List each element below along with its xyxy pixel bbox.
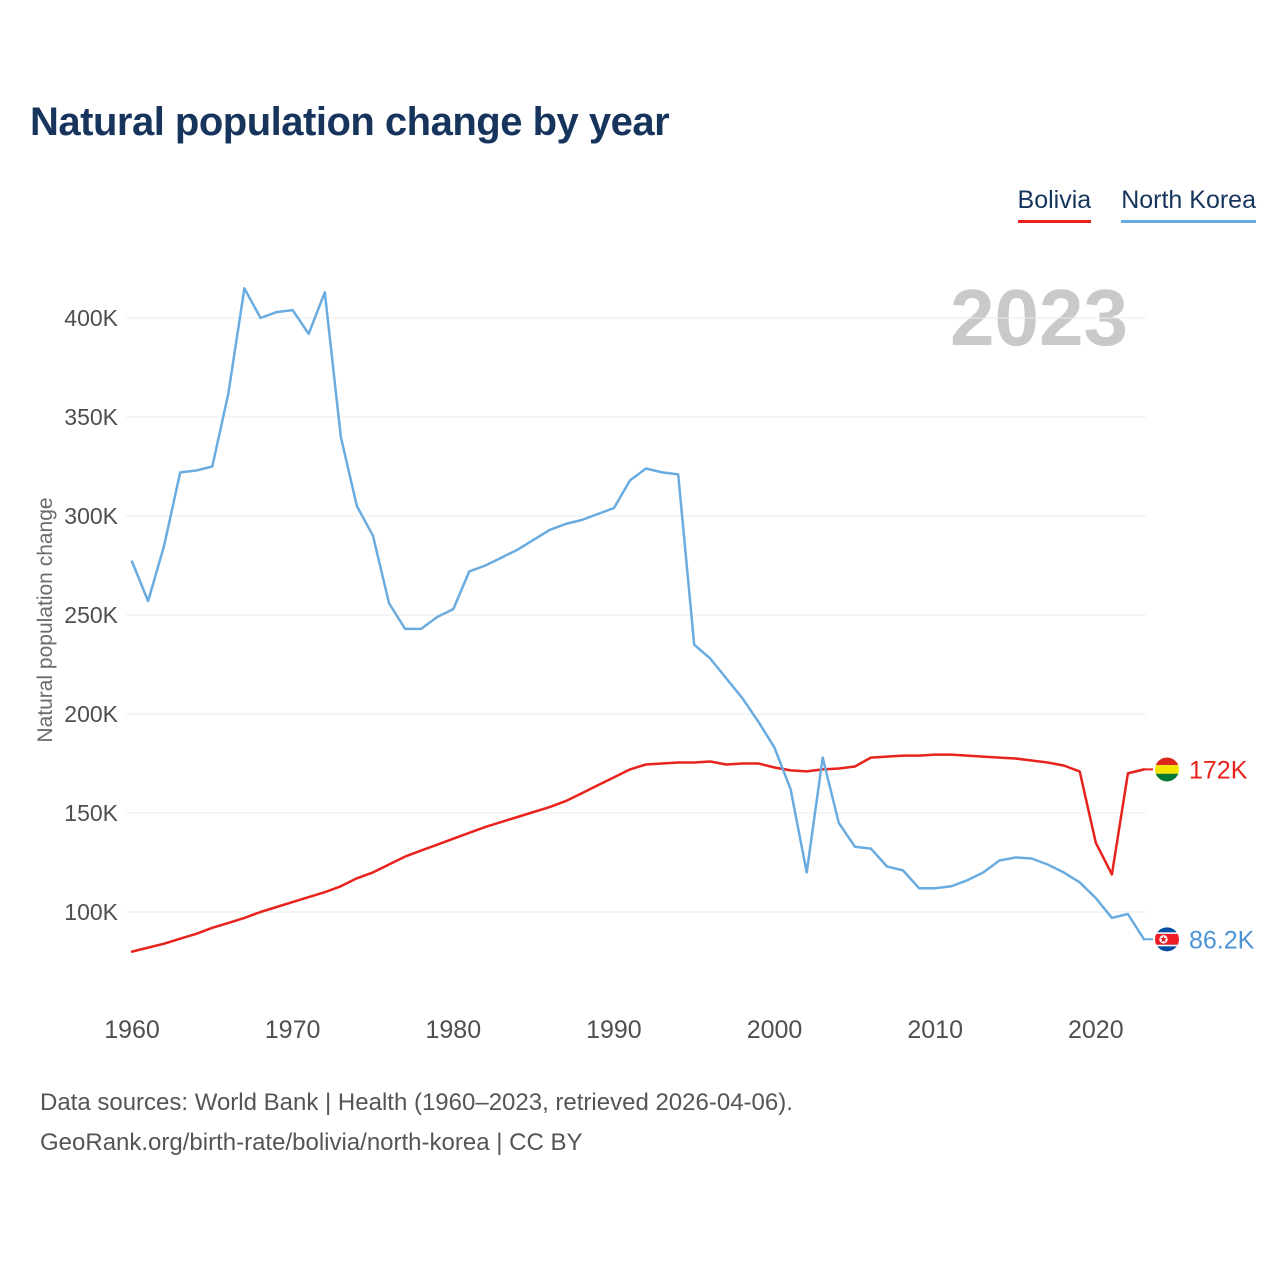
legend: Bolivia North Korea <box>1017 186 1256 223</box>
y-tick-label: 100K <box>64 899 118 925</box>
y-tick-label: 200K <box>64 701 118 727</box>
x-tick-label: 1980 <box>425 1016 481 1044</box>
x-tick-label: 2010 <box>907 1016 963 1044</box>
y-tick-label: 300K <box>64 503 118 529</box>
bolivia-line <box>130 753 1146 953</box>
x-tick-label: 2000 <box>747 1016 803 1044</box>
north-korea-line <box>130 287 1146 941</box>
legend-item-bolivia[interactable]: Bolivia <box>1017 186 1092 223</box>
x-tick-label: 1970 <box>265 1016 321 1044</box>
legend-item-north-korea[interactable]: North Korea <box>1121 186 1256 223</box>
x-tick-label: 1960 <box>104 1016 160 1044</box>
y-tick-label: 400K <box>64 305 118 331</box>
y-tick-label: 250K <box>64 602 118 628</box>
bolivia-flag-icon <box>1154 756 1180 783</box>
footer-sources-line: Data sources: World Bank | Health (1960–… <box>40 1089 793 1116</box>
flag-ring <box>1153 755 1181 784</box>
flag-ring <box>1153 925 1181 954</box>
footer: Data sources: World Bank | Health (1960–… <box>40 1083 793 1162</box>
page-title: Natural population change by year <box>30 100 670 144</box>
end-label-north-korea: 86.2K <box>1189 926 1255 954</box>
footer-attribution-line: GeoRank.org/birth-rate/bolivia/north-kor… <box>40 1128 583 1156</box>
x-tick-label: 1990 <box>586 1016 642 1044</box>
y-tick-label: 350K <box>64 404 118 430</box>
end-label-bolivia: 172K <box>1189 756 1248 784</box>
y-tick-label: 150K <box>64 800 118 826</box>
x-tick-label: 2020 <box>1068 1016 1124 1044</box>
